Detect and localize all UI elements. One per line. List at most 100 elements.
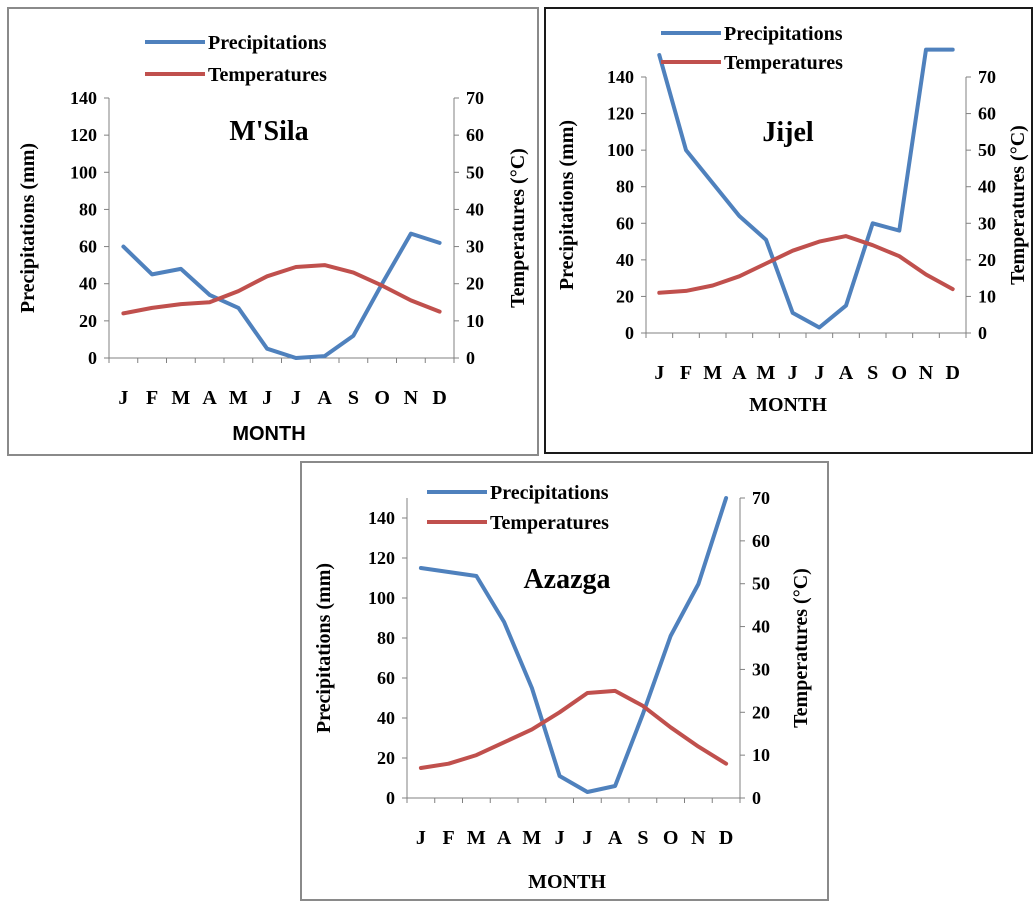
right-tick-label: 50 xyxy=(752,574,770,594)
right-tick-label: 60 xyxy=(752,531,770,551)
right-tick-label: 0 xyxy=(466,348,475,368)
x-tick-label: S xyxy=(348,387,359,409)
left-tick-label: 0 xyxy=(386,788,395,808)
legend-label-temperatures: Temperatures xyxy=(208,64,327,86)
x-tick-label: M xyxy=(757,362,776,384)
right-tick-label: 30 xyxy=(978,213,996,233)
left-tick-label: 40 xyxy=(79,274,97,294)
left-tick-label: 20 xyxy=(377,748,395,768)
left-tick-label: 60 xyxy=(79,237,97,257)
x-tick-label: A xyxy=(608,827,623,849)
x-tick-label: A xyxy=(839,362,854,384)
x-tick-label: A xyxy=(317,387,332,409)
series-line-precipitations xyxy=(121,231,442,360)
right-tick-label: 10 xyxy=(466,311,484,331)
x-tick-label: A xyxy=(732,362,747,384)
x-tick-label: D xyxy=(432,387,446,409)
x-axis-label: MONTH xyxy=(232,423,305,445)
x-tick-label: F xyxy=(146,387,158,409)
right-tick-label: 70 xyxy=(466,88,484,108)
right-axis-label: Temperatures (°C) xyxy=(507,148,529,308)
x-tick-label: A xyxy=(497,827,512,849)
series-line-precipitations xyxy=(418,496,729,794)
left-tick-label: 120 xyxy=(607,104,634,124)
right-axis-label: Temperatures (°C) xyxy=(790,568,812,728)
x-tick-label: J xyxy=(118,387,128,409)
x-tick-label: O xyxy=(374,387,390,409)
left-axis-label: Precipitations (mm) xyxy=(17,143,39,313)
x-tick-label: J xyxy=(262,387,272,409)
x-tick-label: S xyxy=(867,362,878,384)
left-tick-label: 60 xyxy=(377,668,395,688)
x-tick-label: J xyxy=(814,362,824,384)
right-tick-label: 40 xyxy=(752,617,770,637)
x-tick-label: J xyxy=(654,362,664,384)
right-axis-label: Temperatures (°C) xyxy=(1007,125,1029,285)
x-tick-label: N xyxy=(404,387,419,409)
left-tick-label: 140 xyxy=(368,508,395,528)
right-tick-label: 20 xyxy=(978,250,996,270)
x-tick-label: O xyxy=(892,362,908,384)
left-tick-label: 40 xyxy=(377,708,395,728)
left-tick-label: 80 xyxy=(377,628,395,648)
series-line-temperatures xyxy=(657,234,955,295)
left-tick-label: 60 xyxy=(616,213,634,233)
legend-label-precipitations: Precipitations xyxy=(490,482,609,504)
chart-title-azazga: Azazga xyxy=(523,564,610,595)
left-axis-label: Precipitations (mm) xyxy=(313,563,335,733)
right-tick-label: 20 xyxy=(466,274,484,294)
right-tick-label: 40 xyxy=(466,199,484,219)
right-tick-label: 70 xyxy=(978,67,996,87)
left-tick-label: 20 xyxy=(616,286,634,306)
x-axis-label: MONTH xyxy=(528,871,606,893)
series-line-temperatures xyxy=(418,688,729,770)
legend-label-temperatures: Temperatures xyxy=(724,52,843,74)
left-tick-label: 120 xyxy=(70,125,97,145)
chart-panel-jijel: 0 20 40 60 80 100 120 140 0 10 20 30 40 50 60 70 J F M A M J J… xyxy=(544,7,1033,454)
right-tick-label: 20 xyxy=(752,702,770,722)
right-tick-label: 50 xyxy=(978,140,996,160)
legend-label-temperatures: Temperatures xyxy=(490,512,609,534)
chart-panel-msila: 0 20 40 60 80 100 120 140 0 10 20 30 40 50 60 70 J F M A M J J… xyxy=(7,7,539,456)
right-tick-label: 10 xyxy=(978,286,996,306)
left-tick-label: 20 xyxy=(79,311,97,331)
left-tick-label: 100 xyxy=(70,162,97,182)
right-tick-label: 60 xyxy=(978,104,996,124)
left-tick-label: 100 xyxy=(607,140,634,160)
x-tick-label: N xyxy=(691,827,706,849)
x-tick-label: M xyxy=(522,827,541,849)
x-tick-label: J xyxy=(416,827,426,849)
x-tick-label: J xyxy=(291,387,301,409)
x-tick-label: M xyxy=(703,362,722,384)
series-line-temperatures xyxy=(121,263,442,316)
chart-panel-azazga: 0 20 40 60 80 100 120 140 0 10 20 30 40 50 60 70 J F M A M J J… xyxy=(300,461,829,901)
x-tick-label: M xyxy=(171,387,190,409)
series-line-precipitations xyxy=(657,47,955,330)
right-tick-label: 40 xyxy=(978,177,996,197)
left-tick-label: 100 xyxy=(368,588,395,608)
x-tick-label: M xyxy=(467,827,486,849)
right-tick-label: 0 xyxy=(978,323,987,343)
right-tick-label: 60 xyxy=(466,125,484,145)
right-tick-label: 70 xyxy=(752,488,770,508)
right-tick-label: 30 xyxy=(752,659,770,679)
x-tick-label: M xyxy=(229,387,248,409)
right-tick-label: 10 xyxy=(752,745,770,765)
x-tick-label: N xyxy=(919,362,934,384)
left-tick-label: 120 xyxy=(368,548,395,568)
right-tick-label: 30 xyxy=(466,237,484,257)
chart-title-msila: M'Sila xyxy=(229,116,308,147)
x-tick-label: O xyxy=(663,827,679,849)
left-tick-label: 0 xyxy=(625,323,634,343)
x-tick-label: J xyxy=(582,827,592,849)
x-tick-label: J xyxy=(788,362,798,384)
chart-title-jijel: Jijel xyxy=(762,117,814,148)
x-tick-label: S xyxy=(637,827,648,849)
left-tick-label: 0 xyxy=(88,348,97,368)
x-tick-label: F xyxy=(680,362,692,384)
x-tick-label: D xyxy=(945,362,959,384)
x-tick-label: A xyxy=(202,387,217,409)
